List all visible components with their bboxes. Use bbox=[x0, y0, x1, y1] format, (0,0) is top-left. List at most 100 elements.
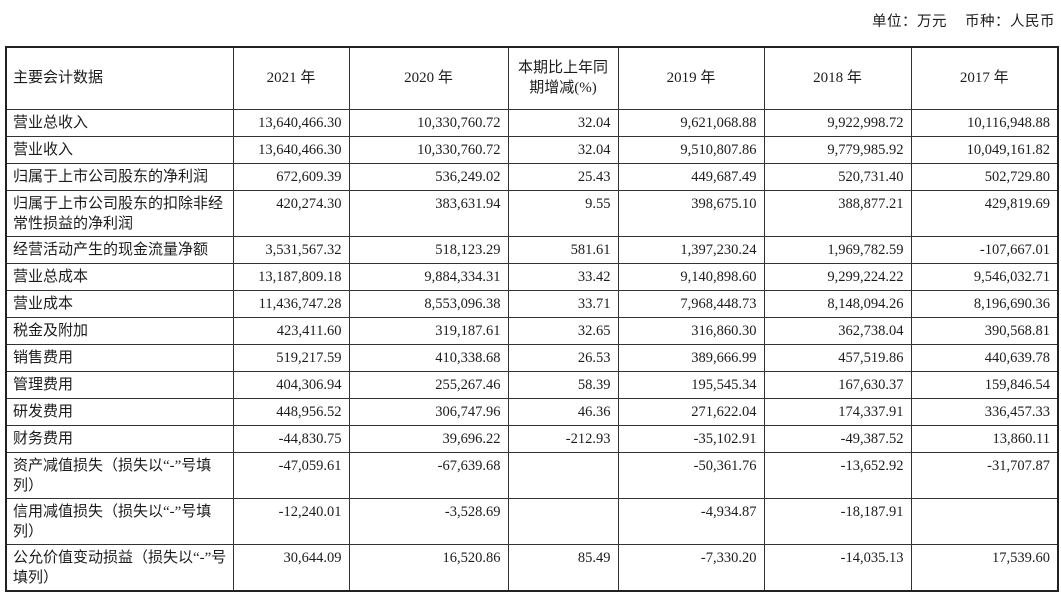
value-cell: 58.39 bbox=[507, 370, 619, 399]
table-row: 营业成本 11,436,747.28 8,553,096.38 33.71 7,968,… bbox=[5, 289, 1059, 318]
value-cell: 404,306.94 bbox=[232, 370, 350, 399]
value-cell: 502,729.80 bbox=[910, 162, 1059, 191]
value-cell: 13,640,466.30 bbox=[232, 108, 350, 137]
value-cell: 271,622.04 bbox=[617, 397, 765, 426]
value-cell: 388,877.21 bbox=[763, 189, 912, 237]
table-row: 归属于上市公司股东的净利润 672,609.39 536,249.02 25.43 44… bbox=[5, 162, 1059, 191]
column-header: 2019 年 bbox=[617, 46, 765, 110]
table-row: 经营活动产生的现金流量净额 3,531,567.32 518,123.29 581.6… bbox=[5, 235, 1059, 264]
value-cell: -13,652.92 bbox=[763, 451, 912, 499]
value-cell: 9,140,898.60 bbox=[617, 262, 765, 291]
value-cell: 383,631.94 bbox=[348, 189, 509, 237]
value-cell: 32.04 bbox=[507, 135, 619, 164]
row-label: 归属于上市公司股东的净利润 bbox=[5, 162, 234, 191]
value-cell: 10,330,760.72 bbox=[348, 108, 509, 137]
row-label: 归属于上市公司股东的扣除非经常性损益的净利润 bbox=[5, 189, 234, 237]
value-cell: 8,148,094.26 bbox=[763, 289, 912, 318]
header-row: 主要会计数据 2021 年 2020 年本期比上年同期增减(%) 2019 年 2018… bbox=[5, 46, 1059, 110]
value-cell: 3,531,567.32 bbox=[232, 235, 350, 264]
row-label: 税金及附加 bbox=[5, 316, 234, 345]
row-label: 信用减值损失（损失以“-”号填列） bbox=[5, 497, 234, 545]
value-cell: 536,249.02 bbox=[348, 162, 509, 191]
value-cell: 9,510,807.86 bbox=[617, 135, 765, 164]
row-label: 公允价值变动损益（损失以“-”号填列） bbox=[5, 543, 234, 591]
value-cell: -67,639.68 bbox=[348, 451, 509, 499]
value-cell bbox=[507, 451, 619, 499]
value-cell: 9,546,032.71 bbox=[910, 262, 1059, 291]
value-cell: 16,520.86 bbox=[348, 543, 509, 591]
row-label: 研发费用 bbox=[5, 397, 234, 426]
table-body: 营业总收入 13,640,466.30 10,330,760.72 32.04 9,62… bbox=[5, 108, 1059, 591]
row-label: 营业收入 bbox=[5, 135, 234, 164]
value-cell: 440,639.78 bbox=[910, 343, 1059, 372]
value-cell: 429,819.69 bbox=[910, 189, 1059, 237]
value-cell: 13,187,809.18 bbox=[232, 262, 350, 291]
table-row: 营业总收入 13,640,466.30 10,330,760.72 32.04 9,62… bbox=[5, 108, 1059, 137]
table-row: 归属于上市公司股东的扣除非经常性损益的净利润 420,274.30 383,631.… bbox=[5, 189, 1059, 237]
value-cell: -47,059.61 bbox=[232, 451, 350, 499]
value-cell: 672,609.39 bbox=[232, 162, 350, 191]
row-label: 经营活动产生的现金流量净额 bbox=[5, 235, 234, 264]
value-cell: -44,830.75 bbox=[232, 424, 350, 453]
value-cell: 32.65 bbox=[507, 316, 619, 345]
row-label: 营业总收入 bbox=[5, 108, 234, 137]
table-row: 税金及附加 423,411.60 319,187.61 32.65 316,860.30… bbox=[5, 316, 1059, 345]
value-cell: -107,667.01 bbox=[910, 235, 1059, 264]
value-cell: 30,644.09 bbox=[232, 543, 350, 591]
value-cell: 7,968,448.73 bbox=[617, 289, 765, 318]
value-cell: 423,411.60 bbox=[232, 316, 350, 345]
value-cell: 319,187.61 bbox=[348, 316, 509, 345]
value-cell: 25.43 bbox=[507, 162, 619, 191]
unit-currency-line: 单位：万元 币种：人民币 bbox=[872, 10, 1055, 31]
column-header: 2020 年 bbox=[348, 46, 509, 110]
value-cell: 449,687.49 bbox=[617, 162, 765, 191]
column-header: 2021 年 bbox=[232, 46, 350, 110]
value-cell: -49,387.52 bbox=[763, 424, 912, 453]
value-cell: 410,338.68 bbox=[348, 343, 509, 372]
value-cell: 10,330,760.72 bbox=[348, 135, 509, 164]
value-cell bbox=[507, 497, 619, 545]
value-cell: 11,436,747.28 bbox=[232, 289, 350, 318]
value-cell: 9,922,998.72 bbox=[763, 108, 912, 137]
value-cell: -4,934.87 bbox=[617, 497, 765, 545]
value-cell: 195,545.34 bbox=[617, 370, 765, 399]
currency-label: 币种：人民币 bbox=[965, 14, 1055, 30]
value-cell: 362,738.04 bbox=[763, 316, 912, 345]
unit-label: 单位：万元 bbox=[872, 14, 947, 30]
value-cell: 316,860.30 bbox=[617, 316, 765, 345]
value-cell: -3,528.69 bbox=[348, 497, 509, 545]
column-header: 2017 年 bbox=[910, 46, 1059, 110]
value-cell: 13,860.11 bbox=[910, 424, 1059, 453]
value-cell: 33.42 bbox=[507, 262, 619, 291]
value-cell: 255,267.46 bbox=[348, 370, 509, 399]
value-cell: 448,956.52 bbox=[232, 397, 350, 426]
row-label: 管理费用 bbox=[5, 370, 234, 399]
table-row: 销售费用 519,217.59 410,338.68 26.53 389,666.99 4… bbox=[5, 343, 1059, 372]
value-cell: 1,397,230.24 bbox=[617, 235, 765, 264]
table-row: 营业收入 13,640,466.30 10,330,760.72 32.04 9,510… bbox=[5, 135, 1059, 164]
value-cell: 174,337.91 bbox=[763, 397, 912, 426]
row-label: 销售费用 bbox=[5, 343, 234, 372]
row-label: 营业总成本 bbox=[5, 262, 234, 291]
value-cell: 9.55 bbox=[507, 189, 619, 237]
table-row: 信用减值损失（损失以“-”号填列） -12,240.01 -3,528.69 -4,9… bbox=[5, 497, 1059, 545]
financial-table: 主要会计数据 2021 年 2020 年本期比上年同期增减(%) 2019 年 2018… bbox=[5, 46, 1059, 592]
value-cell: -18,187.91 bbox=[763, 497, 912, 545]
value-cell: -12,240.01 bbox=[232, 497, 350, 545]
value-cell: 336,457.33 bbox=[910, 397, 1059, 426]
column-header-label: 主要会计数据 bbox=[5, 46, 234, 110]
value-cell: 389,666.99 bbox=[617, 343, 765, 372]
value-cell: 33.71 bbox=[507, 289, 619, 318]
table-row: 营业总成本 13,187,809.18 9,884,334.31 33.42 9,140… bbox=[5, 262, 1059, 291]
value-cell: -212.93 bbox=[507, 424, 619, 453]
table-row: 管理费用 404,306.94 255,267.46 58.39 195,545.34 1… bbox=[5, 370, 1059, 399]
value-cell: 39,696.22 bbox=[348, 424, 509, 453]
value-cell: 8,553,096.38 bbox=[348, 289, 509, 318]
value-cell: 1,969,782.59 bbox=[763, 235, 912, 264]
column-header: 本期比上年同期增减(%) bbox=[507, 46, 619, 110]
column-header: 2018 年 bbox=[763, 46, 912, 110]
value-cell: 46.36 bbox=[507, 397, 619, 426]
value-cell: -35,102.91 bbox=[617, 424, 765, 453]
value-cell: 8,196,690.36 bbox=[910, 289, 1059, 318]
